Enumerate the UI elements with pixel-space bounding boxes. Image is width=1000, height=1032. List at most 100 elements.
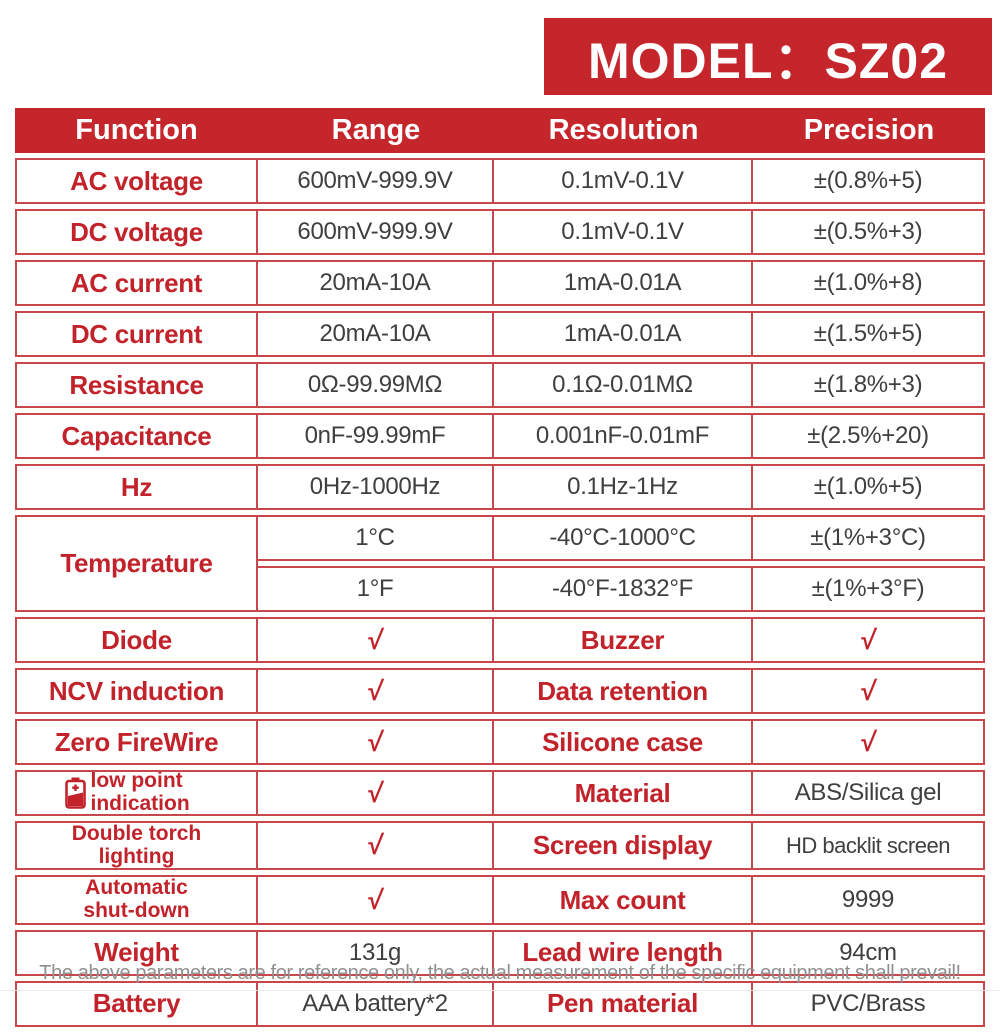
cell-resolution: -40°C-1000°C <box>494 515 753 561</box>
cell-resolution: 0.1mV-0.1V <box>494 209 753 255</box>
cell-check: √ <box>258 770 494 816</box>
cell-resolution: 0.1Hz-1Hz <box>494 464 753 510</box>
cell-check: √ <box>258 617 494 663</box>
header-resolution: Resolution <box>494 108 753 153</box>
cell-function: Weight <box>15 929 258 976</box>
table-row-weight: Weight 131g Lead wire length 94cm <box>15 929 985 976</box>
cell-feature-name: Material <box>494 770 753 816</box>
table-row-zero-firewire: Zero FireWire √ Silicone case √ <box>15 719 985 765</box>
cell-precision: ±(0.5%+3) <box>753 209 985 255</box>
table-row-ncv-induction: NCV induction √ Data retention √ <box>15 668 985 714</box>
header-row: Function Range Resolution Precision <box>15 108 985 153</box>
table-row-low-point-indication: low point indication √ Material ABS/Sili… <box>15 770 985 816</box>
cell-feature-name: Silicone case <box>494 719 753 765</box>
cell-range: 0Ω-99.99MΩ <box>258 362 494 408</box>
cell-function: low point indication <box>15 770 258 816</box>
table-row-dc-voltage: DC voltage 600mV-999.9V 0.1mV-0.1V ±(0.5… <box>15 209 985 255</box>
table-row-capacitance: Capacitance 0nF-99.99mF 0.001nF-0.01mF ±… <box>15 413 985 459</box>
spec-table: Function Range Resolution Precision AC v… <box>15 103 985 1032</box>
header-precision: Precision <box>753 108 985 153</box>
cell-check: √ <box>258 875 494 925</box>
cell-feature-name: Buzzer <box>494 617 753 663</box>
cell-check: √ <box>258 821 494 871</box>
cell-range: 1°F <box>258 566 494 612</box>
cell-function: Hz <box>15 464 258 510</box>
cell-function: Zero FireWire <box>15 719 258 765</box>
table-row-hz: Hz 0Hz-1000Hz 0.1Hz-1Hz ±(1.0%+5) <box>15 464 985 510</box>
checkmark-icon: √ <box>366 830 385 861</box>
cell-function-label: Automatic shut-down <box>83 876 190 923</box>
cell-function: Diode <box>15 617 258 663</box>
cell-range: 600mV-999.9V <box>258 158 494 204</box>
cell-resolution: 1mA-0.01A <box>494 260 753 306</box>
model-banner: MODEL：SZ02 <box>544 18 992 95</box>
checkmark-icon: √ <box>859 726 878 757</box>
spec-table-header: Function Range Resolution Precision <box>15 108 985 153</box>
checkmark-icon: √ <box>366 675 385 706</box>
cell-feature-name: Max count <box>494 875 753 925</box>
table-row-temperature-celsius: Temperature 1°C -40°C-1000°C ±(1%+3°C) <box>15 515 985 612</box>
checkmark-icon: √ <box>859 624 878 655</box>
cell-range: 600mV-999.9V <box>258 209 494 255</box>
cell-check: √ <box>753 617 985 663</box>
cell-function-label: low point indication <box>90 770 190 815</box>
bottom-divider <box>0 990 1000 991</box>
cell-function: AC voltage <box>15 158 258 204</box>
cell-check: √ <box>753 719 985 765</box>
cell-feature-name: Data retention <box>494 668 753 714</box>
checkmark-icon: √ <box>859 675 878 706</box>
table-row-dc-current: DC current 20mA-10A 1mA-0.01A ±(1.5%+5) <box>15 311 985 357</box>
cell-feature-value: 94cm <box>753 929 985 976</box>
cell-function: AC current <box>15 260 258 306</box>
cell-function: Capacitance <box>15 413 258 459</box>
cell-function: Automatic shut-down <box>15 875 258 925</box>
cell-resolution: -40°F-1832°F <box>494 566 753 612</box>
table-row-ac-voltage: AC voltage 600mV-999.9V 0.1mV-0.1V ±(0.8… <box>15 158 985 204</box>
cell-function-temperature: Temperature <box>15 515 258 612</box>
cell-value: 131g <box>258 929 494 976</box>
checkmark-icon: √ <box>366 624 385 655</box>
cell-function: Double torch lighting <box>15 821 258 871</box>
cell-resolution: 1mA-0.01A <box>494 311 753 357</box>
disclaimer-note: The above parameters are for reference o… <box>39 962 961 984</box>
cell-range: 20mA-10A <box>258 260 494 306</box>
table-row-battery: Battery AAA battery*2 Pen material PVC/B… <box>15 980 985 1027</box>
cell-feature-name: Screen display <box>494 821 753 871</box>
cell-function: DC voltage <box>15 209 258 255</box>
table-row-resistance: Resistance 0Ω-99.99MΩ 0.1Ω-0.01MΩ ±(1.8%… <box>15 362 985 408</box>
cell-function: Battery <box>15 980 258 1027</box>
cell-precision: ±(1.8%+3) <box>753 362 985 408</box>
cell-range: 1°C <box>258 515 494 561</box>
table-row-automatic-shutdown: Automatic shut-down √ Max count 9999 <box>15 875 985 925</box>
table-row-diode: Diode √ Buzzer √ <box>15 617 985 663</box>
cell-feature-value: ABS/Silica gel <box>753 770 985 816</box>
battery-low-icon <box>64 777 86 809</box>
checkmark-icon: √ <box>366 777 385 808</box>
cell-resolution: 0.1Ω-0.01MΩ <box>494 362 753 408</box>
cell-resolution: 0.1mV-0.1V <box>494 158 753 204</box>
table-row-double-torch-lighting: Double torch lighting √ Screen display H… <box>15 821 985 871</box>
cell-check: √ <box>258 668 494 714</box>
cell-feature-value: PVC/Brass <box>753 980 985 1027</box>
cell-precision: ±(1%+3°F) <box>753 566 985 612</box>
cell-precision: ±(1%+3°C) <box>753 515 985 561</box>
cell-range: 20mA-10A <box>258 311 494 357</box>
cell-precision: ±(2.5%+20) <box>753 413 985 459</box>
table-row-temperature-fahrenheit: 1°F -40°F-1832°F ±(1%+3°F) <box>15 566 985 612</box>
cell-function: Resistance <box>15 362 258 408</box>
cell-function: NCV induction <box>15 668 258 714</box>
checkmark-icon: √ <box>366 726 385 757</box>
cell-precision: ±(1.5%+5) <box>753 311 985 357</box>
spec-table-body: AC voltage 600mV-999.9V 0.1mV-0.1V ±(0.8… <box>15 158 985 1027</box>
model-banner-text: MODEL：SZ02 <box>587 32 949 89</box>
cell-function-label: Double torch lighting <box>71 822 202 868</box>
cell-check: √ <box>258 719 494 765</box>
header-range: Range <box>258 108 494 153</box>
cell-check: √ <box>753 668 985 714</box>
cell-precision: ±(1.0%+5) <box>753 464 985 510</box>
cell-range: 0nF-99.99mF <box>258 413 494 459</box>
cell-resolution: 0.001nF-0.01mF <box>494 413 753 459</box>
cell-feature-value: 9999 <box>753 875 985 925</box>
checkmark-icon: √ <box>366 884 385 915</box>
header-function: Function <box>15 108 258 153</box>
